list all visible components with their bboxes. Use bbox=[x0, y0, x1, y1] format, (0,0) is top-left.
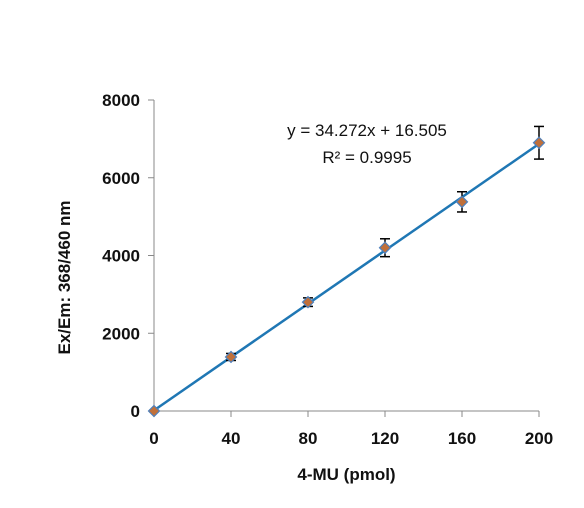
y-tick-label: 6000 bbox=[102, 169, 140, 188]
trendline bbox=[153, 142, 540, 412]
r-squared-label: R² = 0.9995 bbox=[322, 148, 411, 167]
y-axis-title: Ex/Em: 368/460 nm bbox=[55, 200, 74, 354]
x-tick-label: 160 bbox=[448, 429, 476, 448]
trendline-equation: y = 34.272x + 16.505 bbox=[287, 121, 447, 140]
data-point bbox=[301, 295, 315, 309]
y-tick-label: 4000 bbox=[102, 247, 140, 266]
error-bars-group bbox=[149, 125, 544, 413]
x-tick-labels: 0 40 80 120 160 200 bbox=[149, 429, 553, 448]
x-tick-label: 0 bbox=[149, 429, 158, 448]
y-tick-label: 8000 bbox=[102, 91, 140, 110]
y-tick-label: 2000 bbox=[102, 324, 140, 343]
data-point bbox=[378, 241, 392, 255]
data-point bbox=[532, 136, 546, 150]
data-point bbox=[455, 195, 469, 209]
axes bbox=[148, 99, 540, 417]
x-axis-title: 4-MU (pmol) bbox=[297, 465, 395, 484]
y-tick-labels: 0 2000 4000 6000 8000 bbox=[102, 91, 140, 421]
data-point bbox=[224, 350, 238, 364]
data-points-group bbox=[147, 136, 546, 418]
x-tick-label: 120 bbox=[371, 429, 399, 448]
y-tick-label: 0 bbox=[131, 402, 140, 421]
data-point bbox=[147, 404, 161, 418]
x-tick-label: 200 bbox=[525, 429, 553, 448]
x-tick-label: 80 bbox=[299, 429, 318, 448]
trendline-group bbox=[153, 142, 540, 412]
x-tick-label: 40 bbox=[222, 429, 241, 448]
